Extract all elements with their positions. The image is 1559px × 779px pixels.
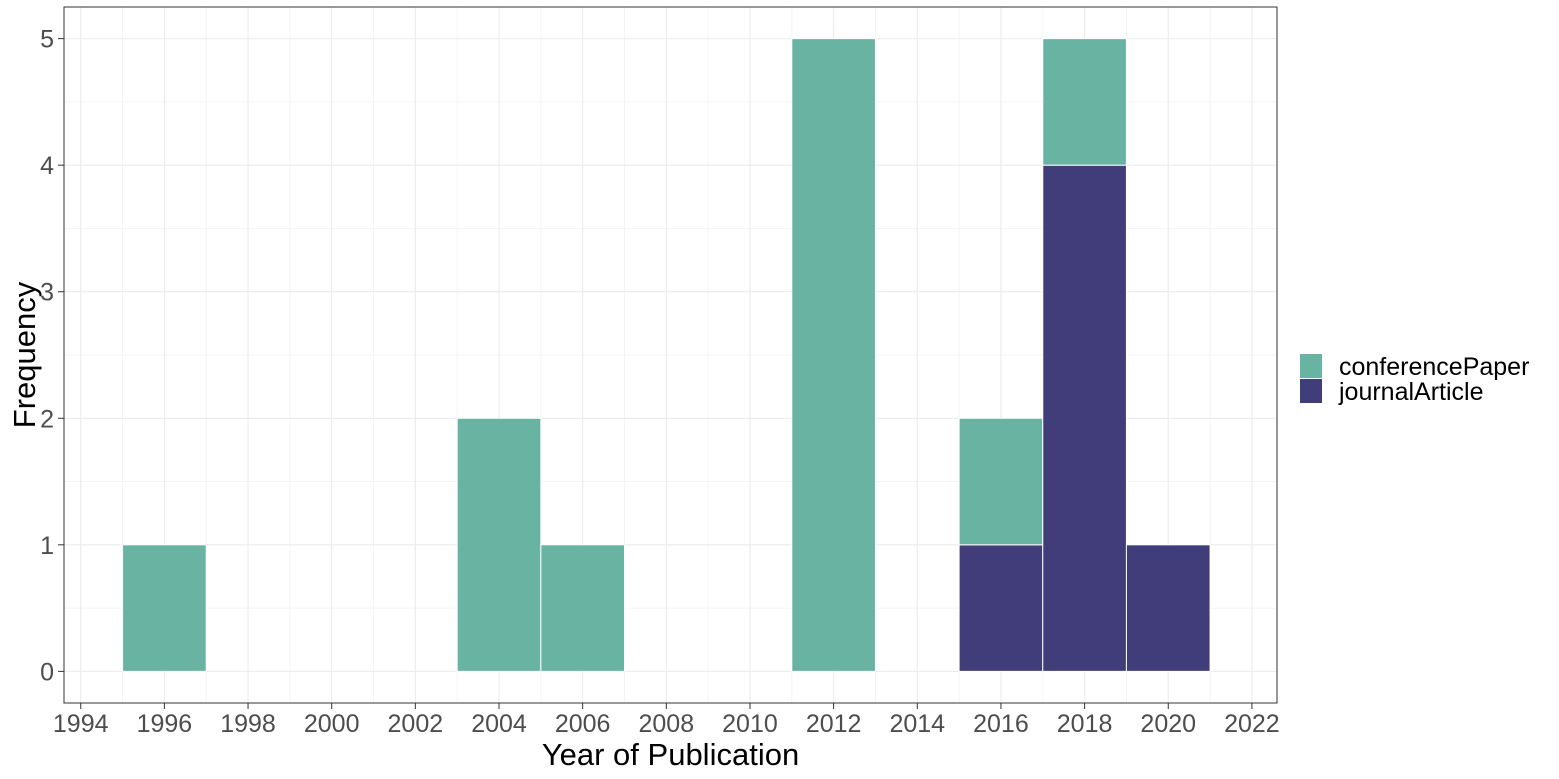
x-tick-label: 2002 bbox=[388, 710, 444, 738]
bar-conferencePaper-2018 bbox=[1042, 38, 1127, 166]
x-tick-label: 2004 bbox=[471, 710, 527, 738]
bars-layer bbox=[122, 38, 1211, 672]
x-tick-label: 2022 bbox=[1224, 710, 1280, 738]
bar-conferencePaper-2004 bbox=[456, 417, 542, 672]
y-tick-label: 0 bbox=[40, 658, 54, 686]
x-axis: 1994 1996 1998 2000 2002 2004 2006 2008 2010 2012… bbox=[53, 703, 1280, 738]
legend-key-journalArticle bbox=[1300, 379, 1322, 403]
y-tick-label: 3 bbox=[40, 279, 54, 307]
x-tick-label: 2006 bbox=[555, 710, 611, 738]
x-axis-title: Year of Publication bbox=[542, 737, 799, 772]
bar-conferencePaper-1996 bbox=[122, 544, 207, 672]
x-tick-label: 2016 bbox=[973, 710, 1029, 738]
y-tick-label: 1 bbox=[40, 532, 54, 560]
panel-border bbox=[63, 6, 1278, 704]
y-axis-title: Frequency bbox=[7, 281, 42, 428]
y-tick-label: 2 bbox=[40, 405, 54, 433]
x-tick-label: 1994 bbox=[53, 710, 109, 738]
x-tick-label: 2012 bbox=[806, 710, 862, 738]
y-tick-label: 5 bbox=[40, 26, 54, 54]
x-tick-label: 2014 bbox=[889, 710, 945, 738]
x-tick-label: 1996 bbox=[137, 710, 193, 738]
legend-label-journalArticle: journalArticle bbox=[1338, 378, 1484, 406]
x-tick-label: 1998 bbox=[220, 710, 276, 738]
x-tick-label: 2018 bbox=[1057, 710, 1113, 738]
y-axis: 0 1 2 3 4 5 bbox=[40, 26, 64, 686]
x-tick-label: 2000 bbox=[304, 710, 360, 738]
x-tick-label: 2008 bbox=[639, 710, 695, 738]
bar-conferencePaper-2016 bbox=[958, 417, 1044, 546]
y-tick-label: 4 bbox=[40, 152, 54, 180]
bar-conferencePaper-2006 bbox=[540, 544, 625, 672]
x-tick-label: 2020 bbox=[1140, 710, 1196, 738]
bar-journalArticle-2018 bbox=[1042, 164, 1127, 672]
legend-label-conferencePaper: conferencePaper bbox=[1339, 353, 1529, 381]
legend-key-conferencePaper bbox=[1300, 354, 1322, 378]
bar-journalArticle-2020 bbox=[1125, 544, 1211, 672]
x-tick-label: 2010 bbox=[722, 710, 778, 738]
bar-conferencePaper-2012 bbox=[791, 38, 876, 672]
bar-journalArticle-2016 bbox=[958, 544, 1044, 672]
